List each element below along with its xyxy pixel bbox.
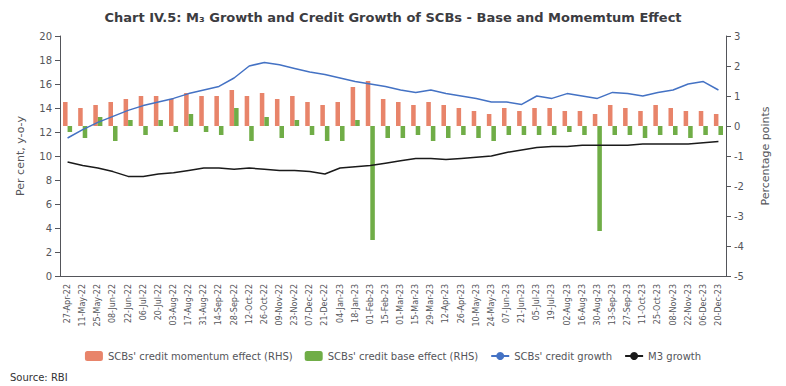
svg-text:02-Aug-23: 02-Aug-23 — [563, 284, 572, 326]
svg-text:06-Dec-23: 06-Dec-23 — [699, 284, 708, 326]
svg-text:-5: -5 — [734, 271, 744, 282]
svg-text:3: 3 — [734, 31, 740, 42]
svg-text:14-Sep-22: 14-Sep-22 — [214, 284, 223, 325]
svg-text:06-Jul-22: 06-Jul-22 — [139, 284, 148, 320]
svg-text:16: 16 — [39, 79, 52, 90]
svg-text:10: 10 — [39, 151, 52, 162]
svg-text:10-May-23: 10-May-23 — [472, 284, 481, 327]
svg-text:31-Aug-22: 31-Aug-22 — [199, 284, 208, 326]
svg-text:Source: RBI: Source: RBI — [10, 372, 68, 383]
svg-text:4: 4 — [46, 223, 52, 234]
svg-text:15-Mar-23: 15-Mar-23 — [411, 284, 420, 325]
svg-text:22-Jun-22: 22-Jun-22 — [124, 284, 133, 323]
svg-text:08-Nov-23: 08-Nov-23 — [669, 284, 678, 326]
svg-text:-1: -1 — [734, 151, 744, 162]
svg-text:29-Mar-23: 29-Mar-23 — [426, 284, 435, 325]
svg-text:25-May-22: 25-May-22 — [93, 284, 102, 327]
svg-text:22-Nov-23: 22-Nov-23 — [684, 284, 693, 326]
svg-text:SCBs' credit momentum effect (: SCBs' credit momentum effect (RHS) — [108, 351, 293, 362]
svg-text:17-Aug-22: 17-Aug-22 — [184, 284, 193, 326]
svg-text:SCBs' credit base effect (RHS): SCBs' credit base effect (RHS) — [328, 351, 479, 362]
svg-text:-3: -3 — [734, 211, 744, 222]
svg-text:-4: -4 — [734, 241, 744, 252]
svg-text:03-Aug-22: 03-Aug-22 — [169, 284, 178, 326]
svg-text:24-May-23: 24-May-23 — [487, 284, 496, 327]
svg-text:26-Apr-23: 26-Apr-23 — [457, 284, 466, 323]
svg-text:12-Oct-22: 12-Oct-22 — [245, 284, 254, 324]
svg-text:21-Jun-23: 21-Jun-23 — [517, 284, 526, 323]
svg-text:0: 0 — [734, 121, 740, 132]
svg-text:01-Mar-23: 01-Mar-23 — [396, 284, 405, 325]
svg-text:Chart IV.5: M₃ Growth and Cred: Chart IV.5: M₃ Growth and Credit Growth … — [104, 10, 681, 25]
svg-text:01-Feb-23: 01-Feb-23 — [366, 284, 375, 324]
svg-text:11-Oct-23: 11-Oct-23 — [638, 284, 647, 324]
svg-text:21-Dec-22: 21-Dec-22 — [320, 284, 329, 326]
svg-text:07-Jun-23: 07-Jun-23 — [502, 284, 511, 323]
svg-text:8: 8 — [46, 175, 52, 186]
svg-text:04-Jan-23: 04-Jan-23 — [336, 284, 345, 323]
svg-text:18-Jan-23: 18-Jan-23 — [351, 284, 360, 323]
svg-text:18: 18 — [39, 55, 52, 66]
svg-text:1: 1 — [734, 91, 740, 102]
svg-text:13-Sep-23: 13-Sep-23 — [608, 284, 617, 325]
svg-text:11-May-22: 11-May-22 — [78, 284, 87, 327]
svg-text:30-Aug-23: 30-Aug-23 — [593, 284, 602, 326]
svg-text:16-Aug-23: 16-Aug-23 — [578, 284, 587, 326]
svg-text:2: 2 — [46, 247, 52, 258]
svg-text:20-Dec-23: 20-Dec-23 — [714, 284, 723, 326]
svg-text:14: 14 — [39, 103, 52, 114]
svg-text:07-Dec-22: 07-Dec-22 — [305, 284, 314, 326]
svg-text:6: 6 — [46, 199, 52, 210]
svg-text:27-Apr-22: 27-Apr-22 — [63, 284, 72, 323]
svg-text:12: 12 — [39, 127, 52, 138]
svg-text:08-Jun-22: 08-Jun-22 — [108, 284, 117, 323]
svg-text:09-Nov-22: 09-Nov-22 — [275, 284, 284, 326]
svg-text:2: 2 — [734, 61, 740, 72]
svg-text:M3 growth: M3 growth — [648, 351, 701, 362]
svg-text:20-Jul-22: 20-Jul-22 — [154, 284, 163, 320]
svg-text:28-Sep-22: 28-Sep-22 — [230, 284, 239, 325]
svg-text:19-Jul-23: 19-Jul-23 — [547, 284, 556, 320]
svg-text:0: 0 — [46, 271, 52, 282]
svg-text:15-Feb-23: 15-Feb-23 — [381, 284, 390, 324]
svg-text:Per cent, y-o-y: Per cent, y-o-y — [14, 116, 27, 196]
svg-text:23-Nov-22: 23-Nov-22 — [290, 284, 299, 326]
svg-text:25-Oct-23: 25-Oct-23 — [653, 284, 662, 324]
svg-text:Percentage points: Percentage points — [759, 106, 772, 205]
svg-text:05-Jul-23: 05-Jul-23 — [532, 284, 541, 320]
svg-text:27-Sep-23: 27-Sep-23 — [623, 284, 632, 325]
svg-text:SCBs' credit growth: SCBs' credit growth — [514, 351, 612, 362]
svg-text:-2: -2 — [734, 181, 744, 192]
svg-text:12-Apr-23: 12-Apr-23 — [441, 284, 450, 323]
svg-text:26-Oct-22: 26-Oct-22 — [260, 284, 269, 324]
svg-text:20: 20 — [39, 31, 52, 42]
